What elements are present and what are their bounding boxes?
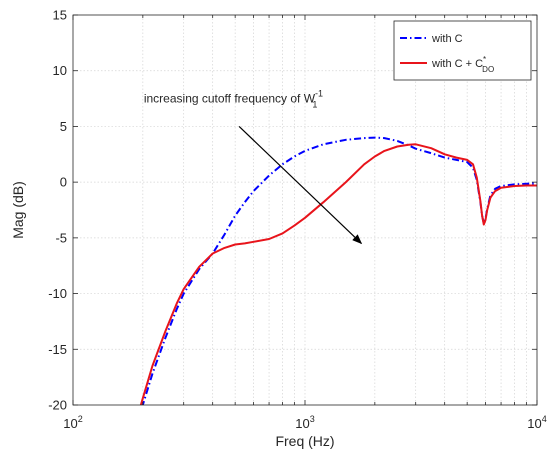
annotation-arrow [238, 125, 363, 245]
x-tick-label: 102 [63, 414, 82, 431]
y-tick-label: -5 [55, 230, 67, 245]
ticks [72, 14, 538, 406]
annotation-text: increasing cutoff frequency of W-1 1 [144, 89, 323, 110]
annotations: increasing cutoff frequency of W-1 1 [144, 89, 363, 245]
legend-label-1: with C [431, 33, 463, 45]
x-axis-label: Freq (Hz) [275, 433, 334, 449]
y-tick-label: 15 [53, 8, 67, 23]
y-tick-label: -15 [48, 342, 67, 357]
y-tick-label: 0 [60, 175, 67, 190]
y-axis-label: Mag (dB) [10, 181, 26, 239]
y-tick-label: -10 [48, 286, 67, 301]
tick-labels: -20 -15 -10 -5 0 5 10 15 102 103 104 [48, 8, 547, 432]
series-lines [139, 136, 537, 405]
y-tick-label: -20 [48, 398, 67, 413]
grid-lines [73, 15, 537, 405]
series-line-2 [139, 143, 537, 405]
x-tick-label: 103 [295, 414, 314, 431]
legend-label-2: with C + C* DO [431, 55, 494, 74]
y-tick-label: 10 [53, 63, 67, 78]
legend: with C with C + C* DO [393, 20, 532, 81]
y-tick-label: 5 [60, 119, 67, 134]
legend-box [393, 20, 532, 81]
x-tick-label: 104 [527, 414, 546, 431]
